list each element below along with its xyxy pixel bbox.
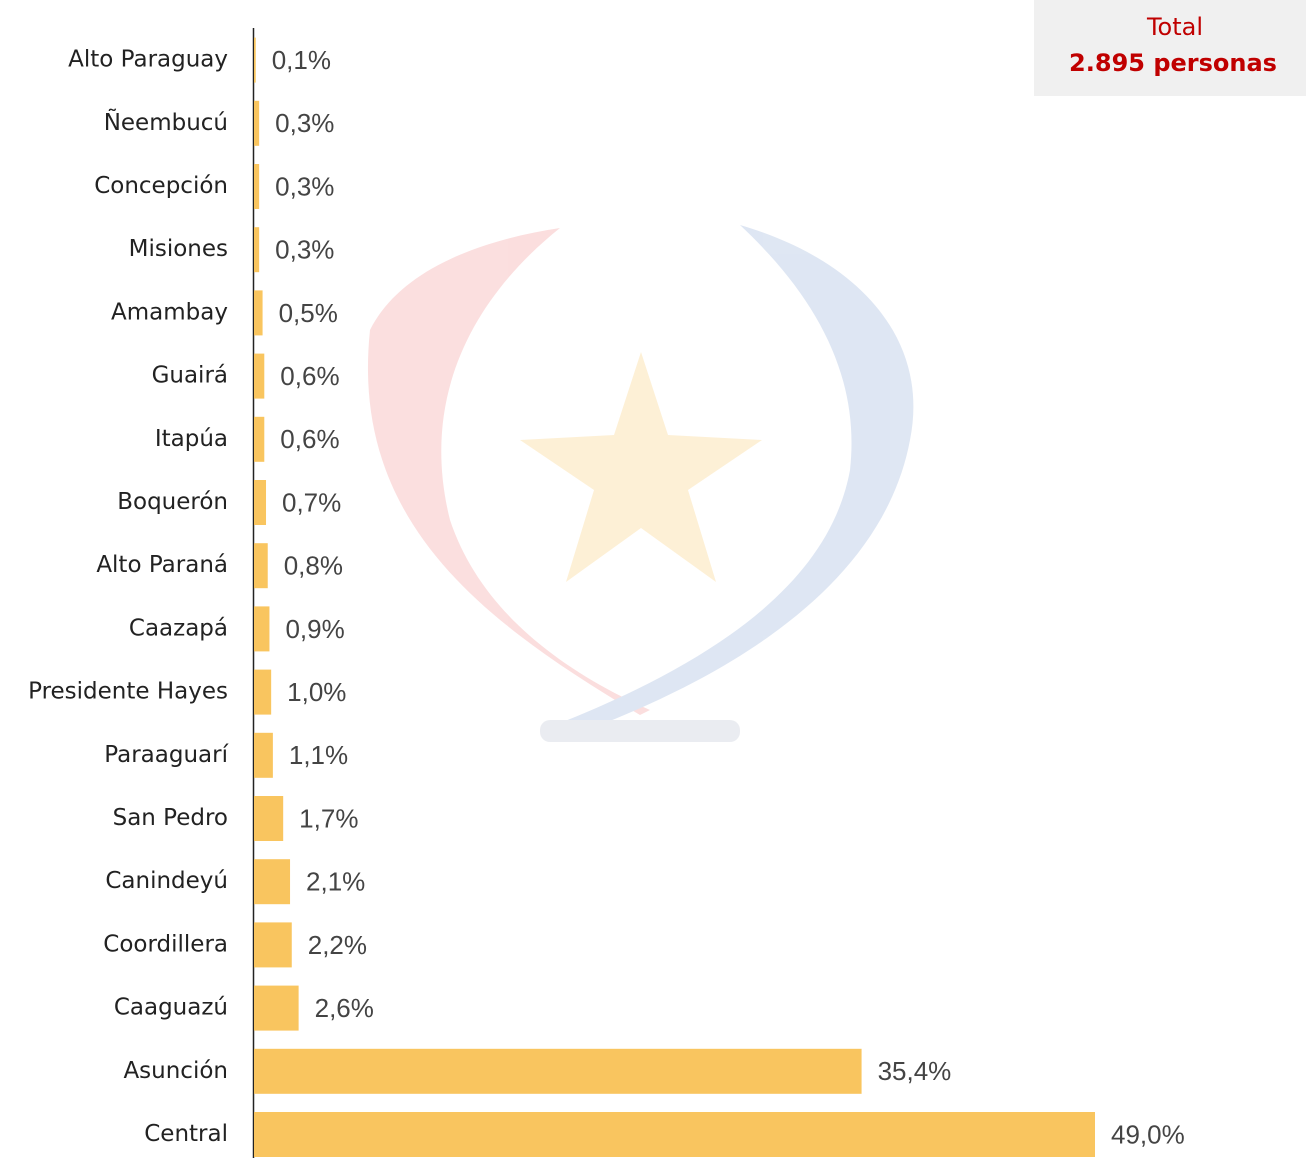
bar bbox=[254, 480, 267, 525]
watermark-ribbon bbox=[540, 720, 740, 742]
category-label: Itapúa bbox=[155, 426, 228, 452]
category-label: Coordillera bbox=[103, 931, 228, 957]
watermark-left-branch bbox=[367, 228, 650, 715]
bar bbox=[254, 606, 270, 652]
bar bbox=[254, 732, 273, 778]
category-label: Asunción bbox=[123, 1058, 228, 1084]
category-label: Amambay bbox=[111, 299, 228, 325]
value-label: 35,4% bbox=[878, 1056, 952, 1086]
watermark-right-branch bbox=[555, 225, 914, 740]
category-label: Concepción bbox=[94, 173, 228, 199]
bar bbox=[254, 1112, 1095, 1157]
bar bbox=[254, 290, 263, 336]
category-label: Caaguazú bbox=[114, 995, 228, 1021]
category-label: Central bbox=[144, 1121, 228, 1147]
value-label: 0,9% bbox=[285, 614, 344, 644]
value-label: 1,0% bbox=[287, 677, 346, 707]
bar bbox=[254, 164, 260, 209]
value-label: 1,7% bbox=[299, 803, 358, 833]
watermark-star bbox=[520, 352, 762, 582]
category-label: San Pedro bbox=[113, 805, 228, 831]
value-label: 0,7% bbox=[282, 487, 341, 517]
value-label: 1,1% bbox=[289, 740, 348, 770]
bar bbox=[254, 543, 268, 589]
value-label: 0,6% bbox=[280, 361, 339, 391]
bar bbox=[254, 227, 260, 273]
value-label: 2,6% bbox=[315, 993, 374, 1023]
bar bbox=[254, 796, 284, 841]
value-label: 0,5% bbox=[279, 298, 338, 328]
total-label: Total bbox=[1146, 13, 1203, 41]
bar bbox=[254, 416, 265, 462]
value-label: 49,0% bbox=[1111, 1119, 1185, 1149]
bar bbox=[254, 353, 265, 399]
category-label: Guairá bbox=[152, 363, 228, 389]
category-label: Presidente Hayes bbox=[28, 679, 228, 705]
value-label: 0,1% bbox=[272, 45, 331, 75]
category-label: Alto Paraná bbox=[96, 552, 228, 578]
category-label: Ñeembucú bbox=[104, 108, 228, 136]
category-label: Paraaguarí bbox=[104, 742, 228, 768]
bar bbox=[254, 669, 272, 715]
value-label: 0,6% bbox=[280, 424, 339, 454]
value-label: 2,2% bbox=[308, 930, 367, 960]
bar bbox=[254, 1048, 862, 1094]
bar bbox=[254, 922, 292, 968]
value-label: 0,3% bbox=[275, 171, 334, 201]
value-label: 2,1% bbox=[306, 867, 365, 897]
bar bbox=[254, 100, 260, 146]
category-label: Boquerón bbox=[117, 489, 228, 515]
total-box bbox=[1034, 0, 1306, 96]
category-label: Alto Paraguay bbox=[68, 47, 228, 73]
value-label: 0,3% bbox=[275, 235, 334, 265]
category-label: Canindeyú bbox=[105, 868, 228, 894]
category-label: Caazapá bbox=[129, 615, 228, 641]
total-value: 2.895 personas bbox=[1069, 49, 1277, 77]
bar bbox=[254, 985, 299, 1031]
category-label: Misiones bbox=[129, 236, 228, 262]
bar bbox=[254, 37, 256, 83]
bar bbox=[254, 859, 291, 905]
watermark bbox=[367, 225, 914, 742]
value-label: 0,8% bbox=[284, 551, 343, 581]
value-label: 0,3% bbox=[275, 108, 334, 138]
